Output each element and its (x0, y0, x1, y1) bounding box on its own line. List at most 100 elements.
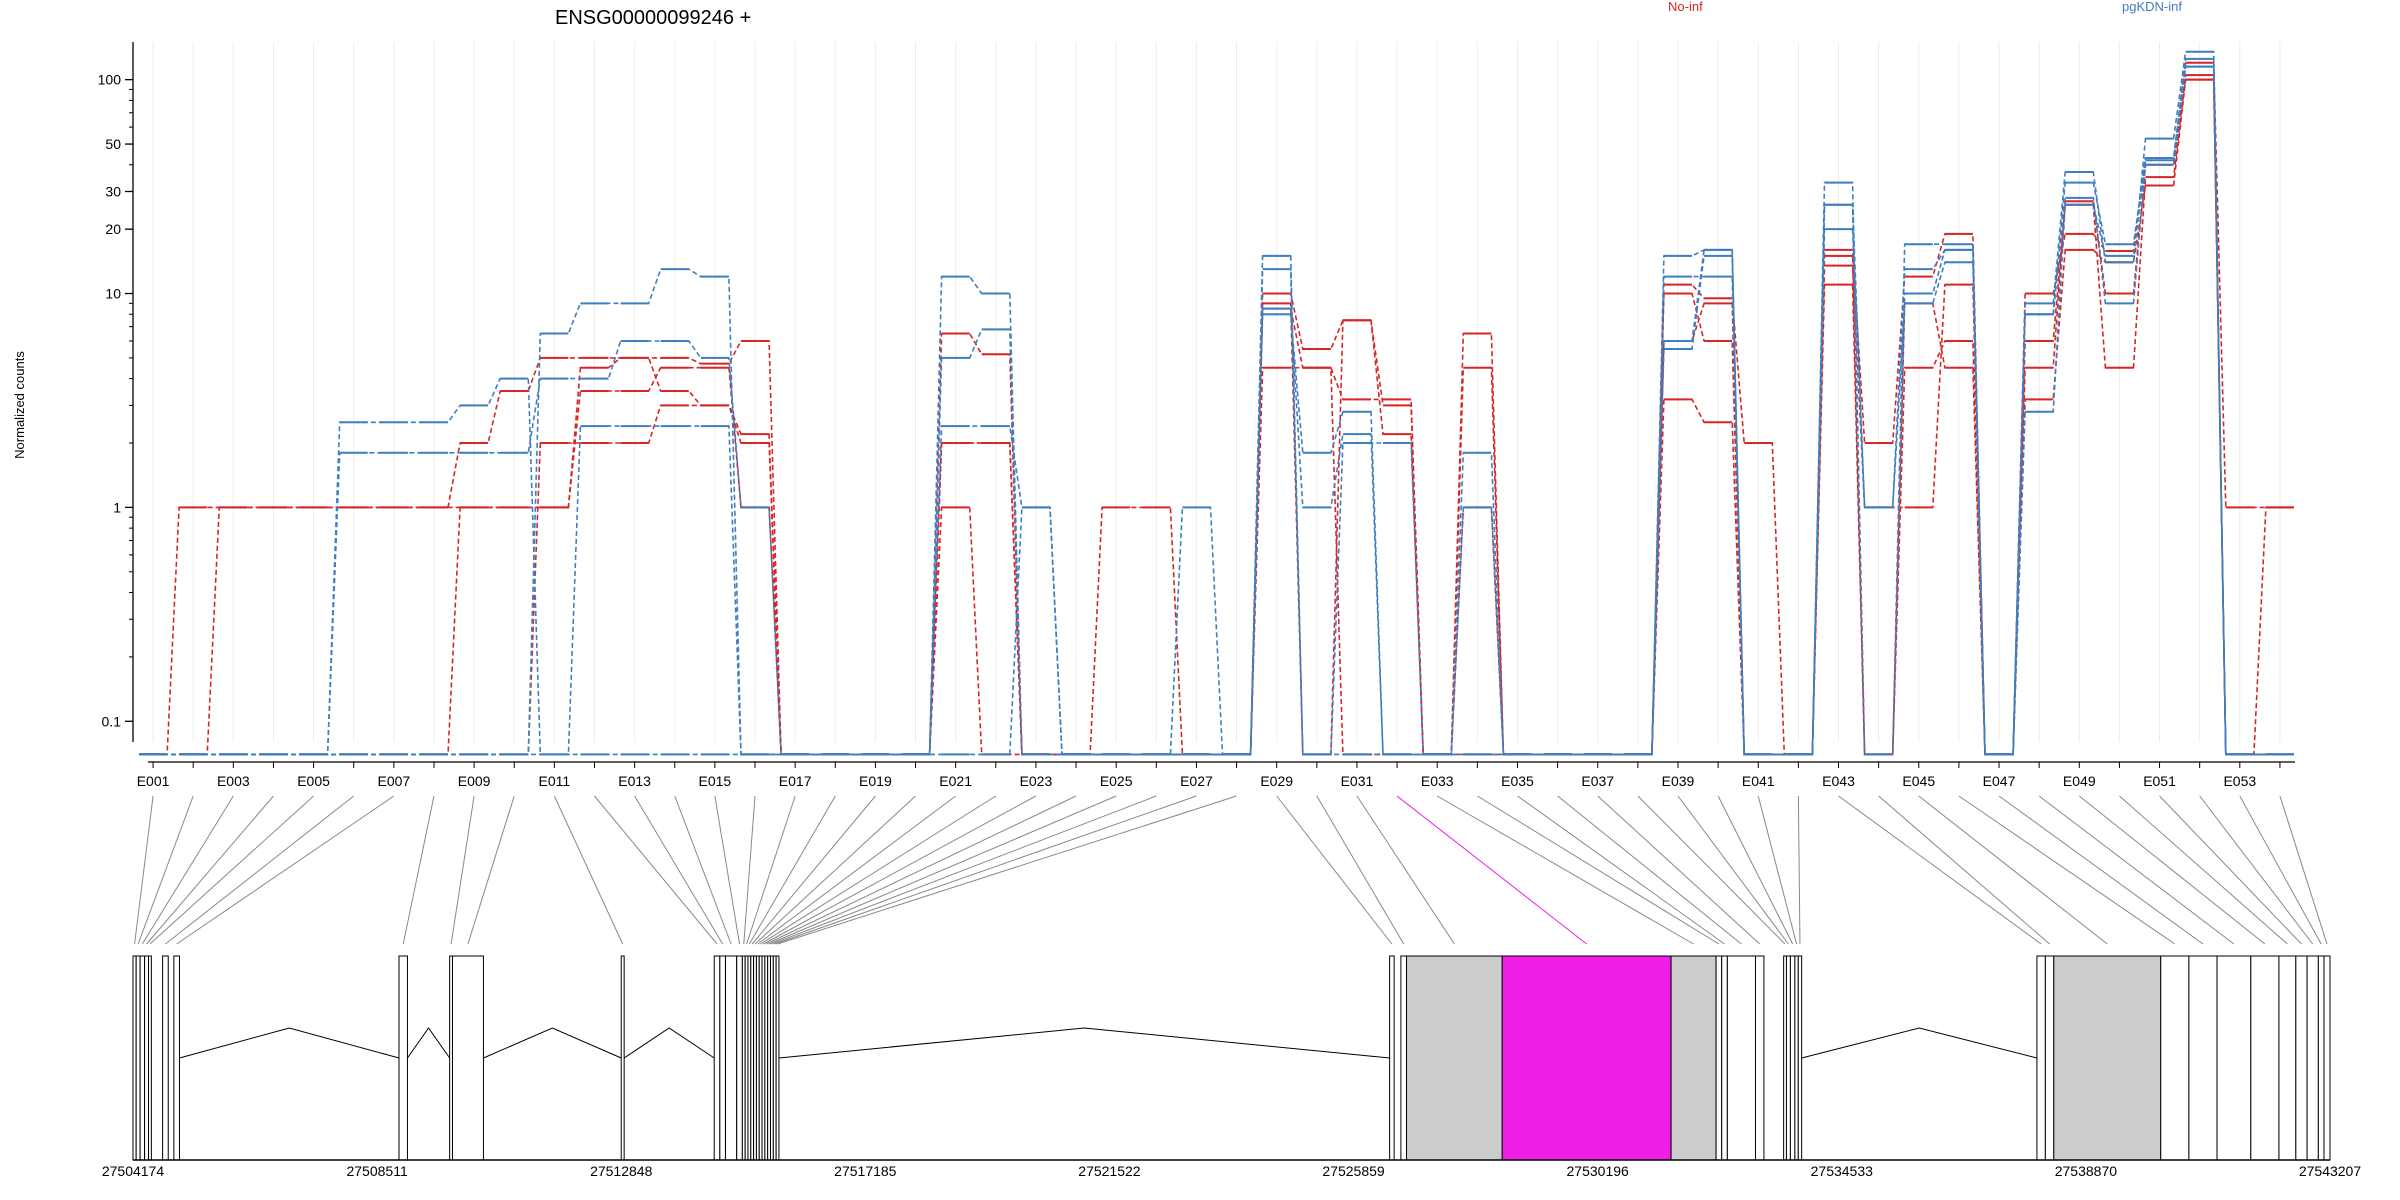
exon-connector (777, 795, 1237, 945)
exon-tick-label: E051 (2143, 773, 2176, 789)
exon-connector (1276, 795, 1393, 945)
genome-tick-label: 27521522 (1078, 1163, 1141, 1179)
exon-tick-label: E017 (779, 773, 812, 789)
exon-connector (634, 795, 724, 945)
genome-tick-label: 27530196 (1567, 1163, 1630, 1179)
exon-connector (402, 795, 435, 945)
exon-box (2250, 955, 2280, 1161)
exon-connector (137, 795, 194, 945)
exon-connector (2078, 795, 2266, 945)
exon-box (2323, 955, 2331, 1161)
exon-tick-label: E035 (1501, 773, 1534, 789)
exon-connector (1878, 795, 2050, 945)
exon-tick-label: E045 (1902, 773, 1935, 789)
exon-connector (1517, 795, 1725, 945)
exon-connector (1998, 795, 2204, 945)
exon-tick-label: E019 (859, 773, 892, 789)
exon-connector (134, 795, 154, 945)
exon-connector (1958, 795, 2176, 945)
exon-box (148, 955, 152, 1161)
exon-box (1789, 955, 1796, 1161)
exon-connector (2038, 795, 2235, 945)
exon-box (2317, 955, 2325, 1161)
exon-box (736, 955, 743, 1161)
exon-connector (743, 795, 756, 945)
exon-tick-label: E047 (1983, 773, 2016, 789)
exon-connector (1356, 795, 1455, 945)
series-line-pgkdn-inf (139, 65, 2294, 756)
exon-connector (763, 795, 1037, 945)
exon-tick-label: E007 (377, 773, 410, 789)
genome-tick-label: 27543207 (2299, 1163, 2362, 1179)
exon-box (139, 955, 146, 1161)
exon-tick-label: E053 (2223, 773, 2256, 789)
exon-box (1726, 955, 1756, 1161)
genome-axis: 27504174 27508511 27512848 27517185 27521522… (102, 1159, 2362, 1179)
exon-connector (467, 795, 515, 945)
exon-tick-label: E029 (1260, 773, 1293, 789)
exon-tick-label: E023 (1020, 773, 1053, 789)
exon-box (173, 955, 180, 1161)
exon-connector (760, 795, 997, 945)
y-tick-label: 30 (105, 183, 121, 199)
exon-connector (165, 795, 355, 945)
exon-connector (774, 795, 1197, 945)
exon-connector (1436, 795, 1694, 945)
series-line-pgkdn-inf (139, 51, 2294, 756)
exon-tick-label: E009 (458, 773, 491, 789)
exon-connector (176, 795, 395, 945)
exon-connector (746, 795, 796, 945)
exon-connector (149, 795, 314, 945)
exon-box (398, 955, 408, 1161)
exon-box (620, 955, 625, 1161)
series-line-no-inf (139, 74, 2294, 756)
exon-box (1400, 955, 1408, 1161)
exon-tick-label: E011 (539, 773, 571, 789)
exon-connector (1637, 795, 1786, 945)
gene-model (132, 955, 2331, 1161)
exon-connector (771, 795, 1157, 945)
exon-tick-label: E013 (618, 773, 651, 789)
exon-connector (2239, 795, 2322, 945)
legend-pgkdn-inf: pgKDN-inf (2122, 0, 2182, 14)
exon-connector (748, 795, 836, 945)
exon-connector (594, 795, 718, 945)
exon-connector (1797, 795, 1801, 945)
exon-connector (1677, 795, 1789, 945)
exon-connector (1396, 795, 1587, 945)
genome-tick-label: 27512848 (590, 1163, 653, 1179)
exon-tick-label: E027 (1180, 773, 1213, 789)
legend-no-inf: No-inf (1668, 0, 1703, 14)
exon-box (1721, 955, 1728, 1161)
exon-tick-label: E001 (137, 773, 170, 789)
intron-line (778, 1027, 1390, 1059)
intron-line (623, 1027, 715, 1059)
exon-connector (141, 795, 234, 945)
exon-tick-label: E037 (1581, 773, 1614, 789)
series-lines (139, 50, 2294, 756)
exon-tick-label: E043 (1822, 773, 1855, 789)
exon-box (2306, 955, 2319, 1161)
genome-tick-label: 27538870 (2055, 1163, 2118, 1179)
genome-tick-label: 27504174 (102, 1163, 165, 1179)
exon-axis: E001 E003 E005 E007 E009 E011 E013 E015 E017 E019… (137, 761, 2295, 789)
exon-box (1670, 955, 1717, 1161)
y-tick-label: 100 (98, 72, 122, 88)
exon-connector (1477, 795, 1720, 945)
exon-connector (1717, 795, 1794, 945)
exon-connector (450, 795, 475, 945)
y-tick-label: 0.1 (102, 713, 122, 729)
series-line-no-inf (139, 61, 2294, 756)
y-tick-label: 1 (113, 499, 121, 515)
genome-tick-label: 27534533 (1811, 1163, 1874, 1179)
exon-tick-label: E039 (1662, 773, 1695, 789)
y-axis-label: Normalized counts (12, 351, 27, 459)
exon-connector (2119, 795, 2288, 945)
exon-connector (1918, 795, 2108, 945)
exon-box (162, 955, 169, 1161)
exon-tick-label: E031 (1341, 773, 1374, 789)
exon-connector (1757, 795, 1798, 945)
exon-box (1785, 955, 1791, 1161)
intron-line (179, 1027, 400, 1059)
exon-box (2044, 955, 2055, 1161)
